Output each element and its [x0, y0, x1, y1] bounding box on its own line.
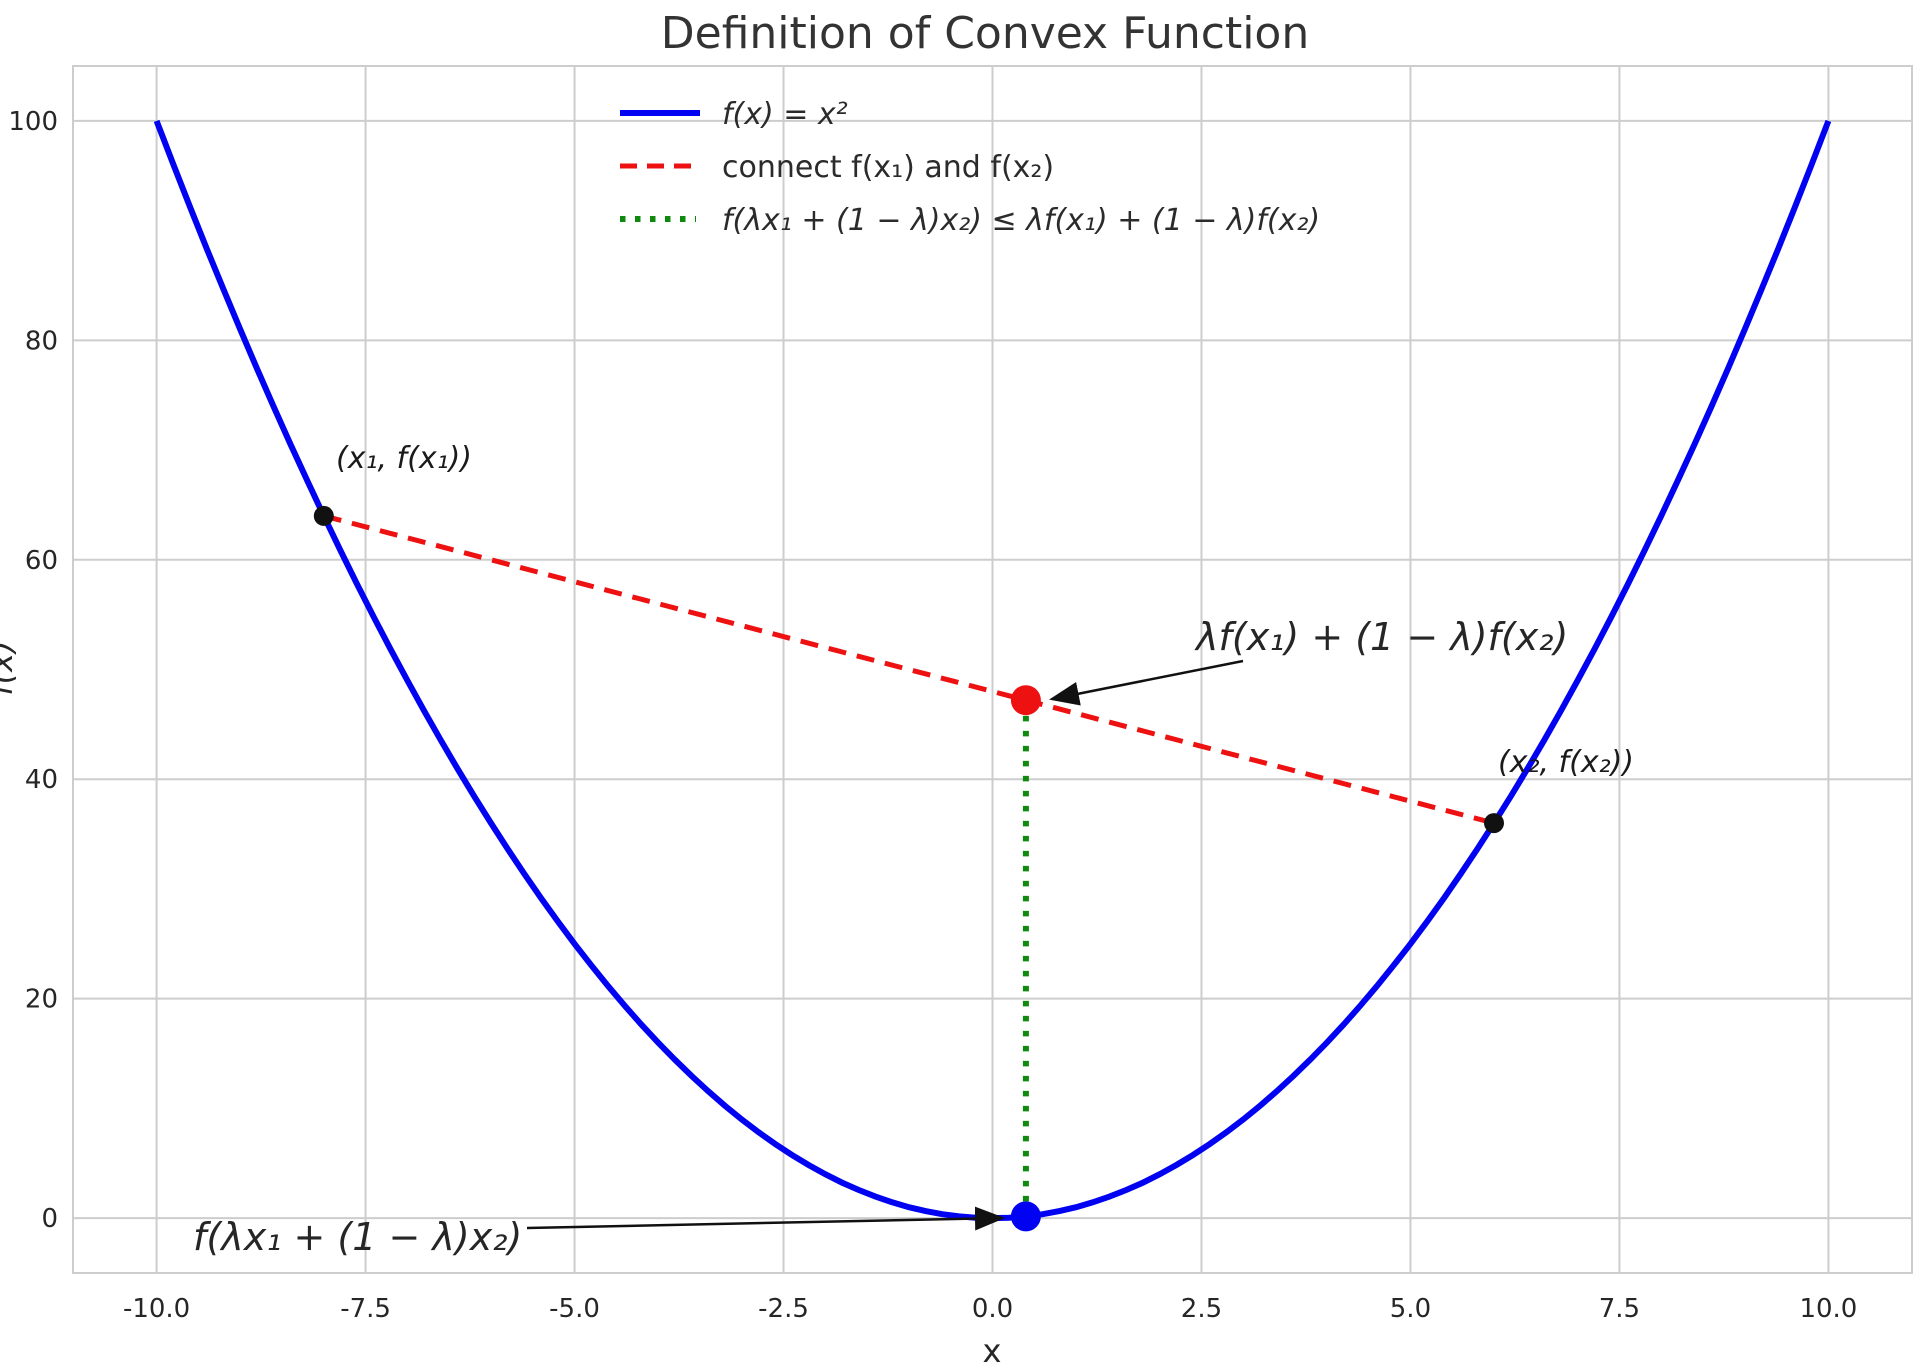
annotation-layer: (x₁, f(x₁)) (x₂, f(x₂)) λf(x₁) + (1 − λ)… — [193, 441, 1634, 1259]
x-tick-label: -10.0 — [123, 1294, 190, 1324]
marker-chord_point — [1010, 685, 1041, 716]
chart-title: Definition of Convex Function — [661, 8, 1309, 59]
chord-point-label: λf(x₁) + (1 − λ)f(x₂) — [1194, 615, 1568, 659]
curve-point-label: f(λx₁ + (1 − λ)x₂) — [193, 1215, 522, 1259]
x-tick-label: -5.0 — [549, 1294, 600, 1324]
y-tick-label: 80 — [25, 326, 58, 356]
chord-point-arrow — [1049, 659, 1244, 706]
point1-label: (x₁, f(x₁)) — [336, 441, 472, 476]
y-tick-label: 0 — [41, 1204, 58, 1234]
y-tick-label: 100 — [8, 107, 58, 137]
plot-border — [72, 65, 1913, 1274]
legend-label-curve: f(x) = x² — [722, 97, 848, 132]
legend: f(x) = x² connect f(x₁) and f(x₂) f(λx₁ … — [620, 97, 1320, 238]
curve-point-arrow — [526, 1206, 1005, 1231]
point2-label: (x₂, f(x₂)) — [1498, 745, 1634, 780]
x-tick-label: -7.5 — [340, 1294, 391, 1324]
x-tick-label: 10.0 — [1799, 1294, 1857, 1324]
y-axis-label: f(x) — [0, 640, 20, 695]
marker-x1 — [313, 505, 334, 526]
x-tick-label: -2.5 — [758, 1294, 809, 1324]
y-tick-labels: 0 20 40 60 80 100 — [8, 107, 58, 1234]
x-tick-label: 5.0 — [1390, 1294, 1431, 1324]
x-tick-label: 2.5 — [1181, 1294, 1222, 1324]
y-tick-label: 20 — [25, 985, 58, 1015]
y-tick-label: 40 — [25, 765, 58, 795]
x-tick-labels: -10.0 -7.5 -5.0 -2.5 0.0 2.5 5.0 7.5 10.0 — [123, 1294, 1857, 1324]
data-points — [313, 505, 1504, 1232]
x-tick-label: 7.5 — [1599, 1294, 1640, 1324]
y-tick-label: 60 — [25, 546, 58, 576]
x-tick-label: 0.0 — [972, 1294, 1013, 1324]
legend-label-chord: connect f(x₁) and f(x₂) — [722, 150, 1054, 185]
x-axis-label: x — [983, 1332, 1002, 1370]
marker-curve_point — [1010, 1201, 1041, 1232]
legend-label-inequality: f(λx₁ + (1 − λ)x₂) ≤ λf(x₁) + (1 − λ)f(x… — [722, 203, 1320, 238]
marker-x2 — [1484, 813, 1504, 834]
